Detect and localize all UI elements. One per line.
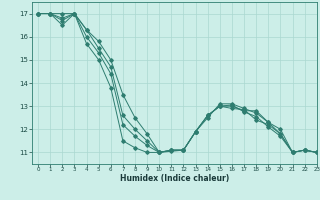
X-axis label: Humidex (Indice chaleur): Humidex (Indice chaleur)	[120, 174, 229, 183]
